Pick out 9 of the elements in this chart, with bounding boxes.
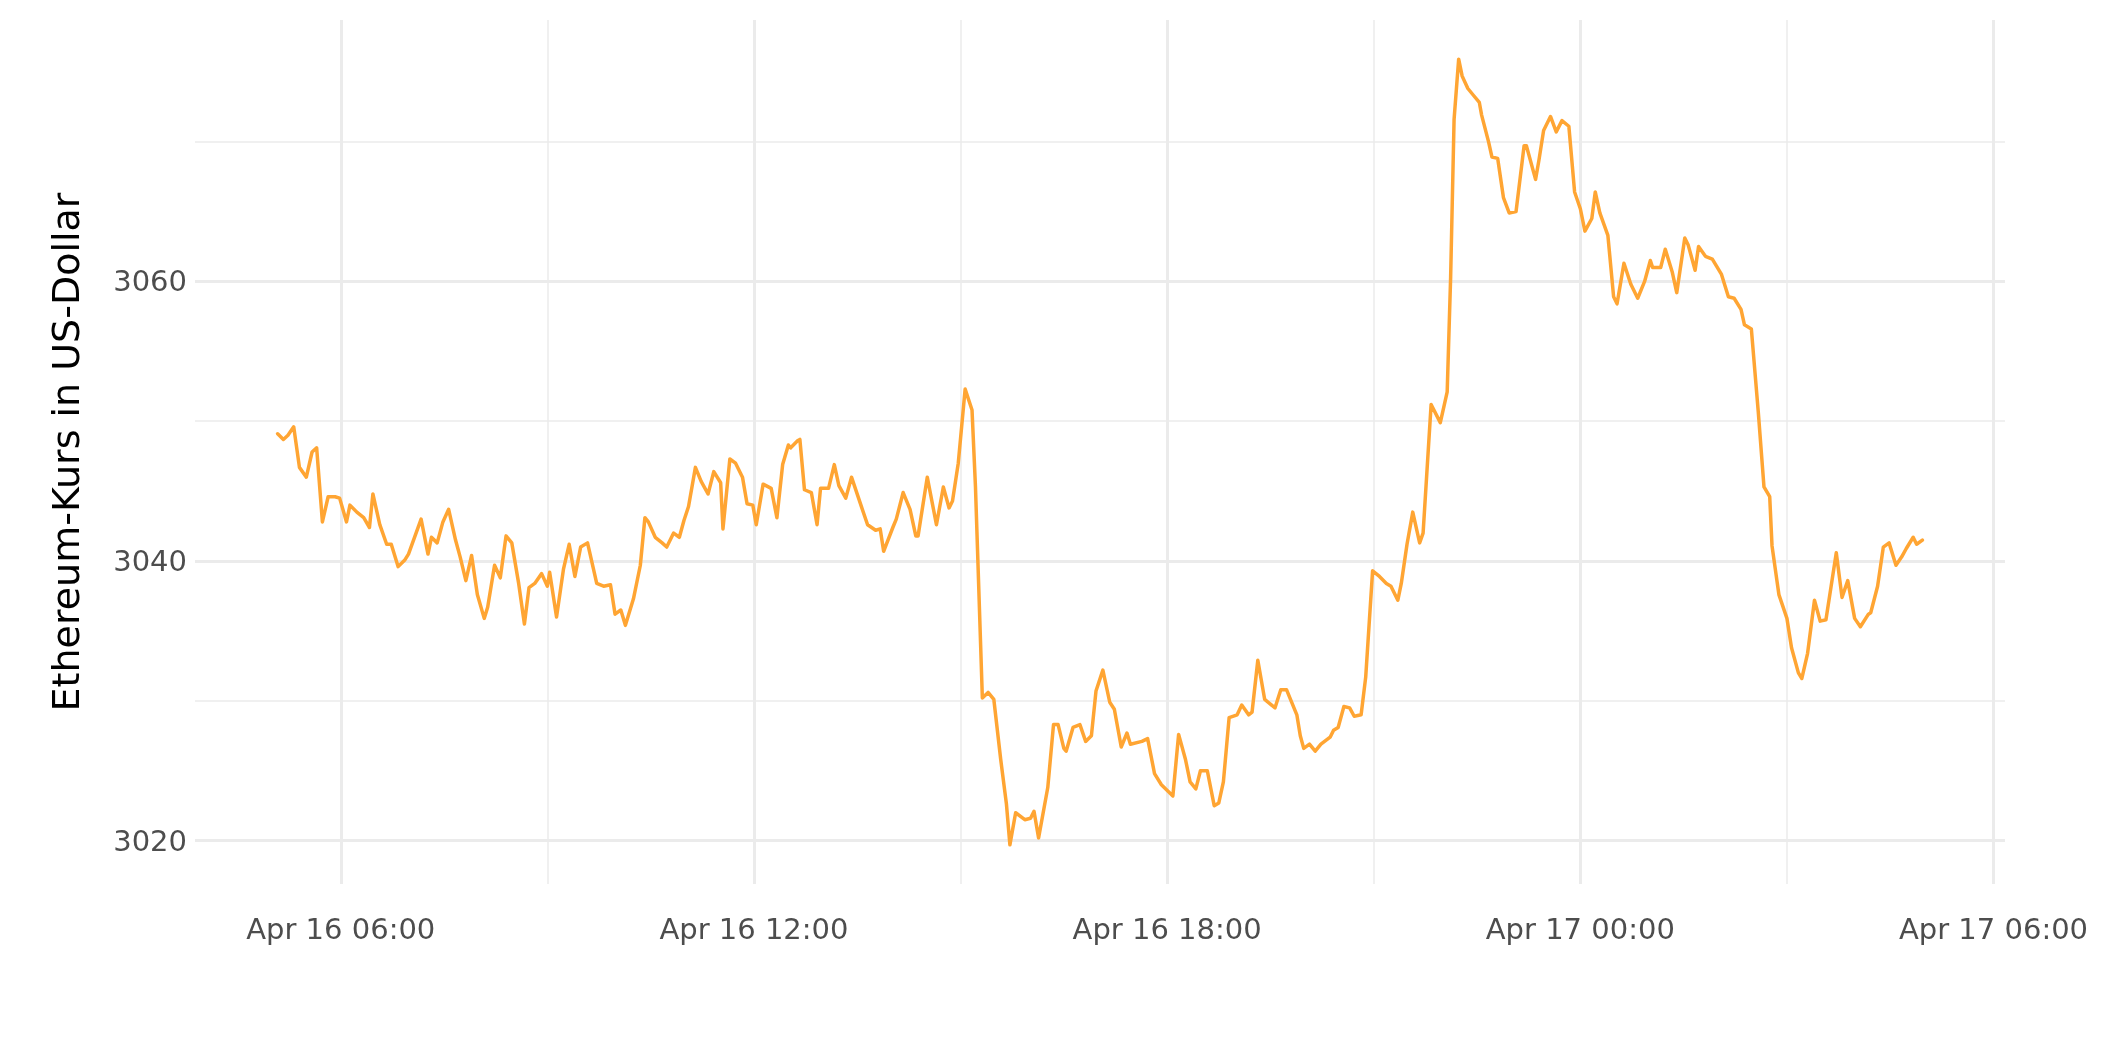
x-tick-label: Apr 17 00:00 xyxy=(1485,911,1675,946)
y-tick-label: 3020 xyxy=(113,823,187,858)
x-tick-label: Apr 17 06:00 xyxy=(1898,911,2089,946)
y-tick-label: 3040 xyxy=(113,544,187,579)
x-tick-label: Apr 16 12:00 xyxy=(659,911,849,946)
y-axis-title: Ethereum-Kurs in US-Dollar xyxy=(44,192,88,712)
x-tick-label: Apr 16 18:00 xyxy=(1072,911,1262,946)
y-tick-label: 3060 xyxy=(113,264,187,299)
x-tick-label: Apr 16 06:00 xyxy=(246,911,436,946)
